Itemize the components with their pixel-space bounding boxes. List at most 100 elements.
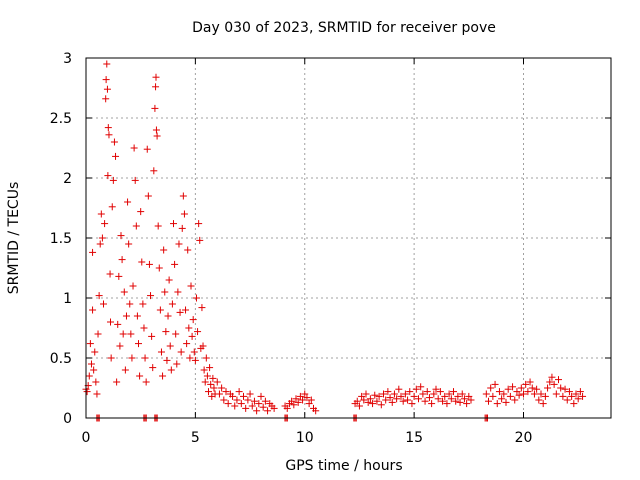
data-point <box>107 318 114 326</box>
data-point <box>541 392 549 400</box>
data-point <box>384 388 392 396</box>
data-point <box>120 288 128 296</box>
data-point <box>147 292 155 300</box>
data-point <box>517 384 525 392</box>
data-point <box>371 391 379 399</box>
data-point <box>445 390 453 398</box>
data-point <box>401 390 409 398</box>
data-point <box>568 392 576 400</box>
data-point <box>408 400 416 408</box>
data-point <box>576 388 584 396</box>
data-point <box>572 390 580 398</box>
data-point <box>366 395 374 403</box>
data-point <box>106 270 114 278</box>
data-point <box>296 392 304 400</box>
data-point <box>561 385 569 393</box>
data-point <box>139 300 147 308</box>
data-point <box>229 392 237 400</box>
data-point <box>94 330 102 338</box>
data-point <box>163 356 171 364</box>
data-point <box>149 364 157 372</box>
data-point <box>132 222 140 230</box>
x-axis-label: GPS time / hours <box>285 458 402 474</box>
data-point <box>552 390 560 398</box>
data-point <box>482 390 490 398</box>
data-point <box>205 388 212 396</box>
data-point <box>299 396 307 404</box>
data-point <box>506 392 514 400</box>
data-point <box>93 390 101 398</box>
data-point <box>117 232 125 240</box>
data-point <box>203 372 211 380</box>
data-point <box>436 388 444 396</box>
data-point <box>242 404 250 412</box>
data-point <box>522 380 530 388</box>
data-point <box>176 308 184 316</box>
data-point <box>244 396 252 404</box>
data-point <box>114 320 122 328</box>
data-point <box>452 397 460 405</box>
data-point <box>235 388 243 396</box>
data-point <box>570 400 578 408</box>
data-point <box>565 388 573 396</box>
data-point <box>102 76 110 84</box>
data-point <box>97 210 105 218</box>
data-point <box>161 288 169 296</box>
data-point <box>103 60 111 68</box>
data-point <box>175 240 183 248</box>
data-point <box>465 392 473 400</box>
data-point <box>174 288 182 296</box>
data-point <box>255 400 263 408</box>
data-point <box>502 398 510 406</box>
data-point <box>102 95 110 103</box>
data-point <box>579 392 587 400</box>
data-point <box>172 330 180 338</box>
data-point <box>199 342 207 350</box>
data-point <box>380 390 387 398</box>
data-point <box>178 224 186 232</box>
y-tick-label: 1 <box>63 291 72 307</box>
data-point <box>218 384 226 392</box>
data-point <box>495 388 503 396</box>
data-point <box>528 384 536 392</box>
data-point <box>355 402 363 410</box>
data-point <box>535 396 543 404</box>
data-point <box>162 328 170 336</box>
data-point <box>305 400 313 408</box>
data-point <box>143 145 151 153</box>
data-point <box>421 397 429 405</box>
data-point <box>240 392 247 400</box>
data-point <box>128 354 136 362</box>
data-point <box>186 354 194 362</box>
data-point <box>121 366 129 374</box>
data-point <box>515 391 523 399</box>
data-point <box>231 402 239 410</box>
data-point <box>450 388 457 396</box>
data-point <box>113 378 121 386</box>
data-point <box>183 340 191 348</box>
data-point <box>171 260 179 268</box>
y-axis-label: SRMTID / TECUs <box>6 182 22 295</box>
data-point <box>399 397 407 405</box>
data-point <box>544 384 552 392</box>
tick-labels: 0 5 10 15 20 0 0.5 1 1.5 2 2.5 3 <box>50 51 533 446</box>
data-point <box>190 348 198 356</box>
data-point <box>489 392 497 400</box>
data-point <box>91 348 99 356</box>
data-point <box>124 198 132 206</box>
data-point <box>179 192 187 200</box>
data-point <box>257 392 265 400</box>
y-tick-label: 1.5 <box>50 231 72 247</box>
data-point <box>467 396 475 404</box>
data-point <box>138 258 146 266</box>
plot-frame <box>85 57 612 419</box>
data-point <box>116 342 124 350</box>
data-point <box>412 385 420 393</box>
data-point <box>177 348 185 356</box>
data-point <box>288 397 296 405</box>
data-point <box>574 395 582 403</box>
data-point <box>509 383 517 391</box>
data-point <box>148 332 156 340</box>
data-point <box>292 395 300 403</box>
data-point <box>487 384 495 392</box>
